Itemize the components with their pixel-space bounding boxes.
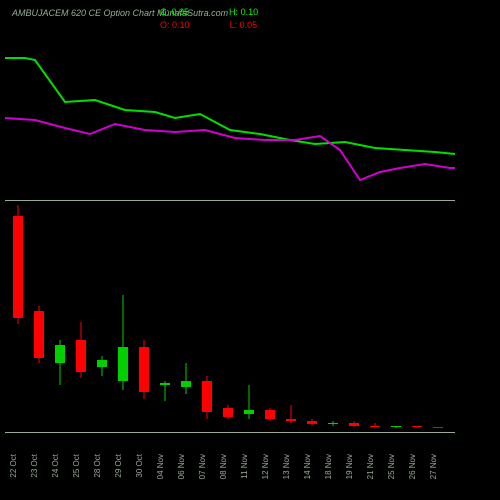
chart-container: AMBUJACEM 620 CE Option Chart MunafaSutr… bbox=[0, 0, 500, 500]
low-field: L: 0.05 bbox=[230, 19, 258, 32]
candle bbox=[265, 205, 275, 430]
candle bbox=[433, 205, 443, 430]
x-axis-label: 19 Nov bbox=[345, 454, 354, 479]
x-axis-label: 11 Nov bbox=[240, 454, 249, 479]
high-field: H: 0.10 bbox=[229, 6, 258, 19]
candle bbox=[97, 205, 107, 430]
candle-wick bbox=[186, 363, 187, 395]
low-label: L: bbox=[230, 20, 238, 30]
x-axis-label: 13 Nov bbox=[282, 454, 291, 479]
candle-body bbox=[55, 345, 65, 363]
candle bbox=[286, 205, 296, 430]
x-axis-label: 07 Nov bbox=[198, 454, 207, 479]
candle bbox=[412, 205, 422, 430]
x-axis-label: 12 Nov bbox=[261, 454, 270, 479]
candlestick-panel bbox=[5, 205, 455, 430]
candle bbox=[349, 205, 359, 430]
x-axis-label: 25 Nov bbox=[387, 454, 396, 479]
candle bbox=[181, 205, 191, 430]
candle-body bbox=[328, 423, 338, 424]
line-series bbox=[5, 58, 455, 154]
line-chart-panel bbox=[5, 40, 455, 195]
candle-body bbox=[202, 381, 212, 413]
candle bbox=[328, 205, 338, 430]
candle bbox=[160, 205, 170, 430]
x-axis-label: 24 Oct bbox=[51, 454, 60, 478]
candle bbox=[34, 205, 44, 430]
x-axis-labels: 22 Oct 23 Oct 24 Oct 25 Oct 28 Oct 29 Oct 30 O… bbox=[5, 440, 455, 495]
x-axis-label: 27 Nov bbox=[429, 454, 438, 479]
open-field: O: 0.10 bbox=[160, 19, 190, 32]
candle bbox=[139, 205, 149, 430]
candle bbox=[55, 205, 65, 430]
candle-body bbox=[118, 347, 128, 381]
candle bbox=[13, 205, 23, 430]
x-axis-label: 08 Nov bbox=[219, 454, 228, 479]
candle bbox=[76, 205, 86, 430]
candle-body bbox=[391, 426, 401, 427]
panel-divider-top bbox=[5, 200, 455, 201]
x-axis-label: 26 Nov bbox=[408, 454, 417, 479]
candle-body bbox=[265, 410, 275, 419]
x-axis-label: 22 Oct bbox=[9, 454, 18, 478]
candle-body bbox=[349, 423, 359, 425]
candle-body bbox=[139, 347, 149, 392]
candle-body bbox=[286, 419, 296, 421]
x-axis-label: 04 Nov bbox=[156, 454, 165, 479]
candle-body bbox=[34, 311, 44, 358]
ohlc-block: C: 0.05 H: 0.10 O: 0.10 L: 0.05 bbox=[160, 6, 258, 31]
candle bbox=[391, 205, 401, 430]
x-axis-label: 14 Nov bbox=[303, 454, 312, 479]
candle-body bbox=[307, 421, 317, 424]
x-axis-label: 25 Oct bbox=[72, 454, 81, 478]
candle bbox=[244, 205, 254, 430]
line-chart-svg bbox=[5, 40, 455, 195]
candle bbox=[118, 205, 128, 430]
candle-body bbox=[97, 360, 107, 367]
candle-body bbox=[160, 383, 170, 385]
x-axis-label: 28 Oct bbox=[93, 454, 102, 478]
close-label: C: bbox=[160, 7, 169, 17]
candle-body bbox=[412, 426, 422, 427]
x-axis-label: 18 Nov bbox=[324, 454, 333, 479]
candle-body bbox=[370, 426, 380, 427]
candle-body bbox=[181, 381, 191, 388]
high-label: H: bbox=[229, 7, 238, 17]
candle bbox=[202, 205, 212, 430]
x-axis-label: 29 Oct bbox=[114, 454, 123, 478]
candle-body bbox=[244, 410, 254, 415]
candle bbox=[307, 205, 317, 430]
candle-body bbox=[433, 427, 443, 428]
x-axis-label: 21 Nov bbox=[366, 454, 375, 479]
candle bbox=[223, 205, 233, 430]
candle bbox=[370, 205, 380, 430]
open-value: 0.10 bbox=[172, 20, 190, 30]
x-axis-line bbox=[5, 432, 455, 433]
candle-body bbox=[76, 340, 86, 372]
x-axis-label: 06 Nov bbox=[177, 454, 186, 479]
close-field: C: 0.05 bbox=[160, 6, 189, 19]
open-label: O: bbox=[160, 20, 170, 30]
candle-body bbox=[223, 408, 233, 417]
low-value: 0.05 bbox=[240, 20, 258, 30]
high-value: 0.10 bbox=[241, 7, 259, 17]
candle-body bbox=[13, 216, 23, 317]
x-axis-label: 30 Oct bbox=[135, 454, 144, 478]
close-value: 0.05 bbox=[172, 7, 190, 17]
x-axis-label: 23 Oct bbox=[30, 454, 39, 478]
